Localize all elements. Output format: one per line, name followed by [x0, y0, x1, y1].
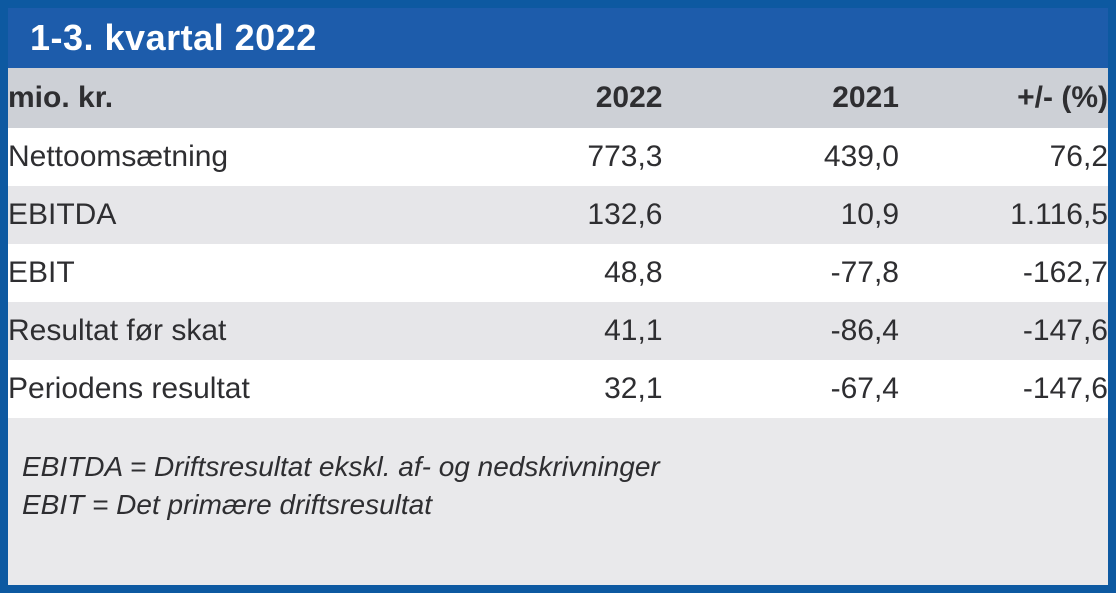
value-2022: 32,1: [604, 372, 663, 405]
value-change: 76,2: [1049, 140, 1108, 173]
value-2021: -67,4: [830, 372, 899, 405]
value-2022: 41,1: [470, 302, 663, 360]
value-change: 1.116,5: [899, 186, 1108, 244]
footnote-ebitda: EBITDA = Driftsresultat ekskl. af- og ne…: [22, 451, 660, 482]
table-header-row: mio. kr. 2022 2021 +/- (%): [8, 68, 1108, 128]
row-label: Resultat før skat: [8, 302, 470, 360]
value-2022: 773,3: [587, 140, 663, 173]
value-2021: 439,0: [823, 140, 899, 173]
table-row-resultat-foer-skat: Resultat før skat 41,1 -86,4 -147,6: [8, 302, 1108, 360]
value-2022: 132,6: [470, 186, 663, 244]
financial-table: mio. kr. 2022 2021 +/- (%) Nettoomsætnin…: [8, 68, 1108, 418]
row-label: Nettoomsætning: [8, 140, 229, 173]
column-header-unit: mio. kr.: [8, 68, 470, 128]
value-2022: 48,8: [604, 256, 663, 289]
row-label: Periodens resultat: [8, 372, 250, 405]
column-header-2021: 2021: [662, 68, 899, 128]
table-row-periodens-resultat: Periodens resultat 32,1 -67,4 -147,6: [8, 360, 1108, 418]
value-change: -162,7: [1022, 256, 1108, 289]
row-label: EBIT: [8, 256, 75, 289]
page-title: 1-3. kvartal 2022: [30, 17, 317, 58]
value-change: -147,6: [1022, 372, 1108, 405]
footnotes-section: EBITDA = Driftsresultat ekskl. af- og ne…: [8, 418, 1108, 585]
title-bar: 1-3. kvartal 2022: [8, 8, 1108, 68]
table-row-ebitda: EBITDA 132,6 10,9 1.116,5: [8, 186, 1108, 244]
column-header-change: +/- (%): [899, 68, 1108, 128]
table-body: Nettoomsætning 773,3 439,0 76,2 EBITDA 1…: [8, 128, 1108, 418]
row-label: EBITDA: [8, 186, 470, 244]
table-header: mio. kr. 2022 2021 +/- (%): [8, 68, 1108, 128]
value-2021: -77,8: [830, 256, 899, 289]
column-header-2022: 2022: [470, 68, 663, 128]
value-2021: 10,9: [662, 186, 899, 244]
table-row-nettoomsaetning: Nettoomsætning 773,3 439,0 76,2: [8, 128, 1108, 186]
value-change: -147,6: [899, 302, 1108, 360]
footnote-ebit: EBIT = Det primære driftsresultat: [22, 489, 433, 520]
table-row-ebit: EBIT 48,8 -77,8 -162,7: [8, 244, 1108, 302]
value-2021: -86,4: [662, 302, 899, 360]
